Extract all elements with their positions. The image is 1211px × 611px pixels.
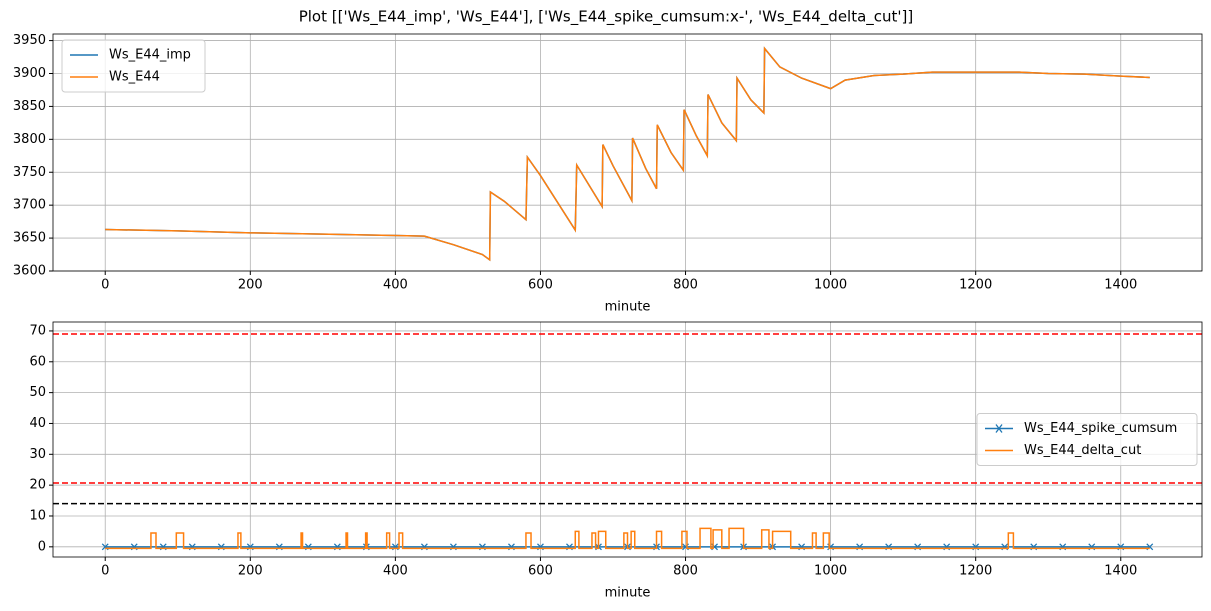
y-tick-label: 40: [29, 416, 46, 431]
y-tick-label: 70: [29, 323, 46, 338]
series-line: [105, 527, 1150, 550]
legend-marker: [995, 424, 1003, 433]
subplot: 0 200 400 600 800 1000 1200 1400 0 10 20 30 40 50 60 70…: [29, 321, 1203, 601]
legend-label: Ws_E44_delta_cut: [1024, 443, 1141, 458]
subplot: 0 200 400 600 800 1000 1200 1400 3600 3650 3700 375…: [13, 33, 1203, 315]
figure-title: Plot [['Ws_E44_imp', 'Ws_E44'], ['Ws_E44…: [299, 8, 914, 27]
y-tick-label: 60: [29, 354, 46, 369]
x-axis-label: minute: [605, 586, 651, 601]
y-tick-label: 3800: [13, 132, 46, 147]
y-tick-label: 10: [29, 508, 46, 523]
x-tick-label: 1200: [959, 564, 992, 579]
x-tick-label: 400: [383, 278, 408, 293]
legend-label: Ws_E44: [109, 70, 160, 85]
x-tick-label: 600: [528, 564, 553, 579]
x-tick-label: 600: [528, 278, 553, 293]
x-tick-label: 200: [238, 278, 263, 293]
x-tick-label: 800: [673, 564, 698, 579]
x-axis-label: minute: [605, 300, 651, 315]
plot-area: [53, 333, 1202, 551]
x-tick-label: 0: [101, 278, 109, 293]
y-tick-label: 30: [29, 447, 46, 462]
y-tick-label: 3600: [13, 264, 46, 279]
y-tick-label: 3750: [13, 165, 46, 180]
y-tick-label: 3650: [13, 231, 46, 246]
x-tick-label: 1000: [814, 278, 847, 293]
x-tick-label: 1400: [1104, 278, 1137, 293]
y-tick-label: 0: [38, 539, 46, 554]
series-line: [105, 46, 1150, 262]
x-tick-label: 200: [238, 564, 263, 579]
y-tick-label: 3850: [13, 99, 46, 114]
x-tick-label: 1400: [1104, 564, 1137, 579]
axes-frame: [52, 321, 1203, 558]
x-tick-label: 1000: [814, 564, 847, 579]
y-tick-label: 50: [29, 385, 46, 400]
x-tick-label: 400: [383, 564, 408, 579]
x-tick-label: 800: [673, 278, 698, 293]
x-tick-label: 1200: [959, 278, 992, 293]
plot-area: [105, 46, 1150, 262]
series-line: [105, 46, 1150, 262]
y-tick-label: 20: [29, 478, 46, 493]
y-tick-label: 3950: [13, 33, 46, 48]
axes-frame: [52, 33, 1203, 272]
legend-box: [976, 413, 1198, 466]
y-tick-label: 3700: [13, 198, 46, 213]
y-tick-label: 3900: [13, 66, 46, 81]
legend-label: Ws_E44_imp: [109, 48, 191, 63]
legend-label: Ws_E44_spike_cumsum: [1024, 421, 1177, 436]
x-tick-label: 0: [101, 564, 109, 579]
legend-box: [61, 39, 206, 93]
